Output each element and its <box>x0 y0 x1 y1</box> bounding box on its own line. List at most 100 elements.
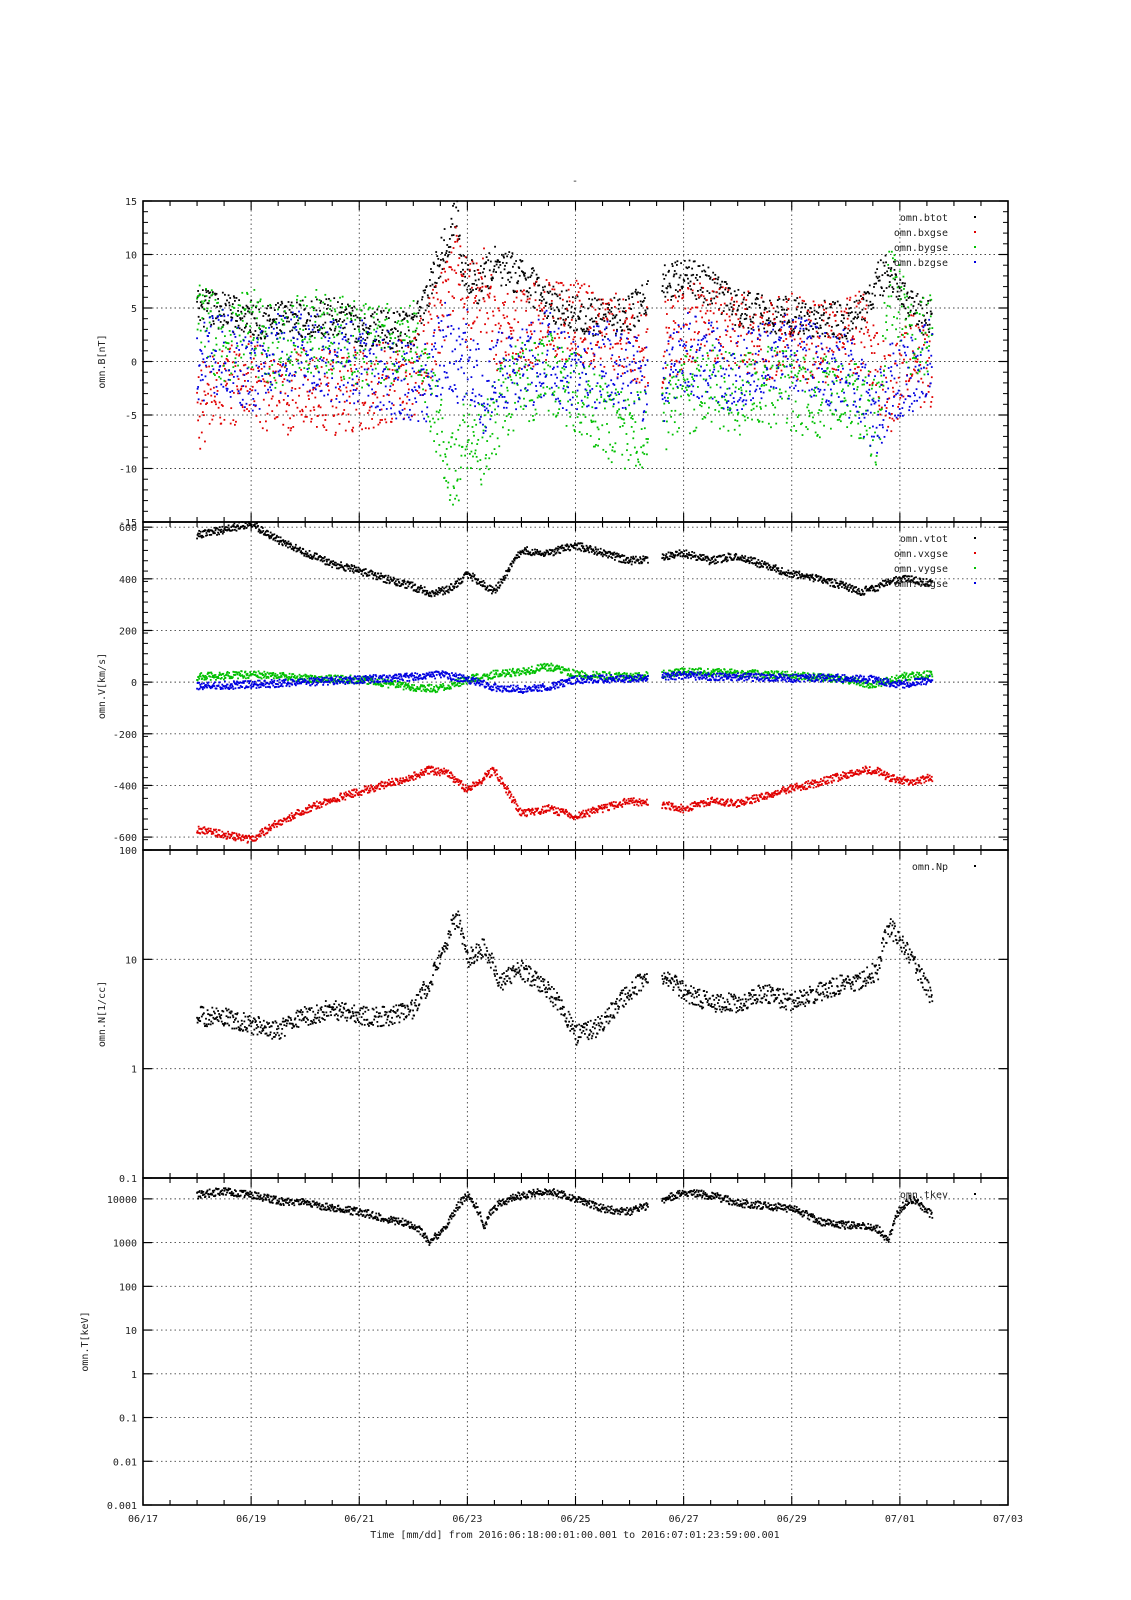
data-point <box>823 308 825 311</box>
data-point <box>783 308 786 311</box>
data-point <box>546 343 548 346</box>
data-point <box>271 322 274 325</box>
data-point <box>416 359 419 362</box>
data-point <box>245 402 248 405</box>
data-point <box>618 298 621 301</box>
data-point <box>332 359 335 361</box>
data-point <box>431 368 434 371</box>
data-point <box>268 365 271 368</box>
data-point <box>464 270 466 273</box>
data-point <box>739 320 741 323</box>
data-point <box>337 413 340 416</box>
data-point <box>474 300 477 302</box>
data-point <box>397 320 400 322</box>
data-point <box>329 321 332 323</box>
data-point <box>838 336 841 339</box>
data-point <box>727 429 730 432</box>
data-point <box>344 314 347 316</box>
data-point <box>741 359 744 362</box>
data-point <box>769 320 772 323</box>
data-point <box>372 353 375 355</box>
data-point <box>201 411 204 414</box>
data-point <box>851 327 854 330</box>
data-point <box>367 367 370 370</box>
data-point <box>716 278 719 281</box>
data-point <box>608 303 610 306</box>
data-point <box>471 260 474 263</box>
data-point <box>808 311 811 314</box>
data-point <box>353 402 356 405</box>
data-point <box>483 472 485 475</box>
data-point <box>818 306 821 308</box>
data-point <box>220 383 223 386</box>
data-point <box>802 356 805 359</box>
data-point <box>596 398 598 401</box>
data-point <box>503 256 505 259</box>
data-point <box>629 454 632 456</box>
data-point <box>816 433 819 436</box>
data-point <box>862 362 864 365</box>
data-point <box>499 362 502 365</box>
data-point <box>766 323 769 326</box>
data-point <box>348 355 350 358</box>
data-point <box>489 285 492 288</box>
data-point <box>313 409 316 411</box>
data-point <box>733 290 736 293</box>
data-point <box>578 372 581 375</box>
data-point <box>907 306 910 309</box>
data-point <box>625 433 628 435</box>
data-point <box>401 322 404 325</box>
data-point <box>587 383 589 386</box>
data-point <box>453 384 456 386</box>
data-point <box>360 339 362 342</box>
data-point <box>445 280 448 283</box>
data-point <box>349 320 352 323</box>
data-point <box>200 431 203 434</box>
data-point <box>763 311 766 314</box>
data-point <box>627 398 629 401</box>
data-point <box>824 301 826 304</box>
data-point <box>239 340 242 343</box>
data-point <box>664 274 667 277</box>
data-point <box>618 408 620 411</box>
data-point <box>793 330 795 333</box>
data-point <box>279 336 281 339</box>
data-point <box>889 268 892 271</box>
data-point <box>783 365 786 368</box>
data-point <box>787 394 790 397</box>
data-point <box>820 304 823 306</box>
data-point <box>396 368 399 371</box>
data-point <box>402 339 404 342</box>
data-point <box>369 325 372 327</box>
data-point <box>236 327 238 330</box>
data-point <box>576 352 579 355</box>
data-point <box>215 403 217 406</box>
data-point <box>770 330 773 333</box>
data-point <box>712 364 715 366</box>
data-point <box>413 312 416 315</box>
data-point <box>341 306 344 309</box>
data-point <box>247 310 249 313</box>
data-point <box>465 283 468 285</box>
data-point <box>733 428 736 431</box>
data-point <box>216 393 218 396</box>
data-point <box>879 294 882 297</box>
data-point <box>566 308 568 311</box>
data-point <box>311 324 314 327</box>
data-point <box>691 376 694 379</box>
data-point <box>816 335 819 338</box>
data-point <box>865 326 867 329</box>
data-point <box>806 406 809 409</box>
data-point <box>415 327 418 330</box>
data-point <box>289 372 291 375</box>
data-point <box>724 281 727 283</box>
data-point <box>432 355 434 358</box>
data-point <box>282 314 285 317</box>
data-point <box>421 298 423 301</box>
data-point <box>879 438 882 441</box>
data-point <box>480 483 483 486</box>
data-point <box>410 347 412 350</box>
data-point <box>431 348 433 351</box>
data-point <box>545 279 548 281</box>
data-point <box>380 311 383 314</box>
